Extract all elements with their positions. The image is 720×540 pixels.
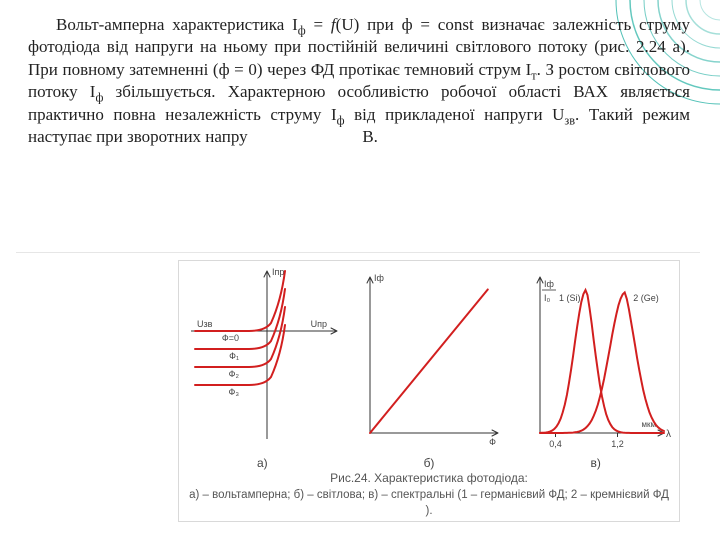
svg-text:Iпр: Iпр	[272, 267, 284, 277]
svg-text:Ф=0: Ф=0	[222, 333, 239, 343]
divider-line	[16, 252, 700, 253]
svg-text:Ф₁: Ф₁	[229, 351, 239, 361]
panel-c-label: в)	[512, 456, 679, 470]
svg-text:Ф₃: Ф₃	[228, 387, 239, 397]
panel-c: IфI₀λ0,41,2мкм1 (Si)2 (Ge)	[512, 261, 679, 456]
paragraph-body: Вольт-амперна характеристика Iф = f(U) п…	[28, 14, 690, 149]
svg-text:I₀: I₀	[544, 293, 551, 303]
svg-text:λ: λ	[666, 429, 671, 440]
caption-legend: а) – вольтамперна; б) – світлова; в) – с…	[189, 488, 669, 519]
svg-text:Uпр: Uпр	[311, 319, 327, 329]
svg-text:Iф: Iф	[374, 273, 385, 283]
figure-box: IпрUзвUпрФ=0Ф₁Ф₂Ф₃ IфФ IфI₀λ0,41,2мкм1 (…	[178, 260, 680, 522]
svg-text:Iф: Iф	[544, 279, 555, 289]
panel-b-label: б)	[346, 456, 513, 470]
svg-text:Ф: Ф	[489, 437, 496, 447]
panel-labels: а) б) в)	[179, 456, 679, 470]
svg-text:Uзв: Uзв	[197, 319, 213, 329]
panel-a-label: а)	[179, 456, 346, 470]
panel-b: Iф Ф	[346, 261, 513, 456]
svg-text:0,4: 0,4	[550, 439, 563, 449]
panel-a: Iпр Uзв Uпр Ф=0 Ф₁ Ф₂ Ф₃	[179, 261, 346, 456]
caption-title: Рис.24. Характеристика фотодіода:	[189, 470, 669, 486]
figure-caption: Рис.24. Характеристика фотодіода: а) – в…	[179, 470, 679, 519]
svg-text:1,2: 1,2	[612, 439, 625, 449]
svg-text:Ф₂: Ф₂	[229, 369, 240, 379]
svg-text:1 (Si): 1 (Si)	[559, 293, 581, 303]
svg-text:2 (Ge): 2 (Ge)	[634, 293, 660, 303]
